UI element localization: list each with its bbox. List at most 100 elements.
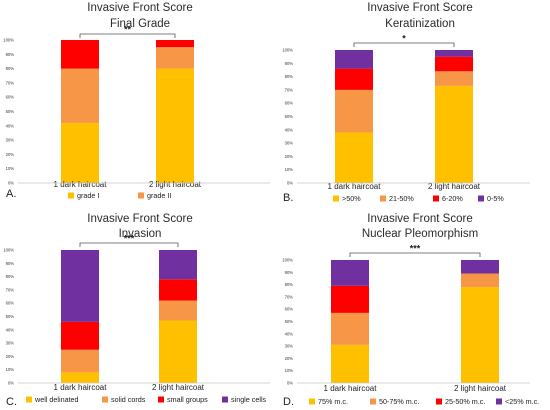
chart-panel-3: Invasive Front Score Invasion 0% 10% 20% 30% 4… <box>3 213 270 408</box>
y-tick-label: 20% <box>6 152 15 157</box>
bar-segment <box>435 71 473 86</box>
category-label: 2 light haircoat <box>149 180 202 189</box>
y-tick-label: 90% <box>285 270 294 275</box>
y-tick-label: 40% <box>285 127 294 132</box>
y-tick-label: 60% <box>285 307 294 312</box>
y-tick-label: 20% <box>6 354 15 359</box>
y-tick-label: 50% <box>285 319 294 324</box>
y-tick-label: 70% <box>285 87 294 92</box>
y-tick-label: 10% <box>6 367 15 372</box>
legend-entry: <25% m.c. <box>505 397 539 406</box>
legend-swatch <box>333 195 339 202</box>
y-tick-label: 50% <box>6 109 15 114</box>
significance-label: ** <box>124 25 132 35</box>
legend-swatch <box>370 398 376 405</box>
legend-entry: 25-50% m.c. <box>445 397 485 406</box>
legend-swatch <box>380 195 386 202</box>
chart-title: Invasive Front Score <box>367 2 472 14</box>
legend-swatch <box>158 396 164 403</box>
bar-segment <box>461 260 499 274</box>
y-tick-label: 10% <box>6 166 15 171</box>
y-tick-label: 10% <box>285 167 294 172</box>
legend-entry: solid cords <box>111 395 146 404</box>
legend-entry: small groups <box>167 395 208 404</box>
y-tick-label: 90% <box>6 261 15 266</box>
bar-segment <box>159 250 197 280</box>
bar-segment <box>335 50 373 69</box>
bar-segment <box>335 68 373 90</box>
category-label: 1 dark haircoat <box>54 383 108 392</box>
legend-swatch <box>102 396 108 403</box>
legend-swatch <box>433 195 439 202</box>
panel-label: B. <box>283 192 293 204</box>
category-label: 1 dark haircoat <box>324 384 378 393</box>
y-tick-label: 40% <box>6 123 15 128</box>
legend-entry: 0-5% <box>487 194 504 203</box>
significance-bracket <box>349 252 481 257</box>
legend-entry: 21-50% <box>389 194 414 203</box>
legend-entry: >50% <box>342 194 361 203</box>
legend-entry: 50-75% m.c. <box>379 397 419 406</box>
category-label: 1 dark haircoat <box>54 180 108 189</box>
bar-segment <box>61 68 99 123</box>
y-tick-label: 40% <box>285 331 294 336</box>
legend-entry: grade I <box>77 191 99 200</box>
bar-segment <box>61 250 99 322</box>
y-tick-label: 70% <box>285 294 294 299</box>
y-tick-label: 0% <box>287 181 293 186</box>
bar-segment <box>335 89 373 133</box>
bar-segment <box>331 312 369 345</box>
bar-segment <box>159 279 197 301</box>
y-tick-label: 20% <box>285 154 294 159</box>
legend-swatch <box>309 398 315 405</box>
y-tick-label: 0% <box>8 381 14 386</box>
legend-swatch <box>26 396 32 403</box>
y-tick-label: 30% <box>6 138 15 143</box>
bar-segment <box>461 273 499 288</box>
chart-subtitle: Invasion <box>119 228 162 240</box>
chart-title: Invasive Front Score <box>367 213 472 225</box>
y-tick-label: 0% <box>8 181 14 186</box>
y-tick-label: 10% <box>285 368 294 373</box>
y-tick-label: 100% <box>3 38 14 43</box>
bar-segment <box>156 40 194 48</box>
chart-panel-4: Invasive Front Score Nuclear Pleomorphism… <box>282 213 539 408</box>
y-tick-label: 60% <box>285 101 294 106</box>
panel-label: A. <box>6 188 16 200</box>
y-tick-label: 60% <box>6 95 15 100</box>
significance-label: * <box>402 34 406 44</box>
bar-segment <box>159 300 197 321</box>
y-tick-label: 30% <box>285 141 294 146</box>
bar-segment <box>435 50 473 57</box>
category-label: 2 light haircoat <box>152 383 205 392</box>
legend-swatch <box>436 398 442 405</box>
chart-panel-1: Invasive Front Score Final Grade 0% 10% 20% 3… <box>3 2 270 200</box>
y-tick-label: 20% <box>285 356 294 361</box>
y-tick-label: 100% <box>3 248 14 253</box>
y-tick-label: 0% <box>287 381 293 386</box>
chart-title: Invasive Front Score <box>87 213 192 225</box>
bar-segment <box>331 344 369 383</box>
y-tick-label: 70% <box>6 80 15 85</box>
legend-swatch <box>222 396 228 403</box>
y-tick-label: 90% <box>6 52 15 57</box>
significance-bracket <box>79 33 176 38</box>
y-tick-label: 70% <box>6 287 15 292</box>
legend-entry: single cells <box>231 395 267 404</box>
significance-bracket <box>79 242 179 247</box>
bar-segment <box>61 372 99 383</box>
panel-label: C. <box>6 396 17 408</box>
y-tick-label: 80% <box>285 74 294 79</box>
bar-segment <box>61 40 99 69</box>
legend-entry: 6-20% <box>442 194 463 203</box>
significance-label: *** <box>410 244 421 254</box>
legend-swatch <box>478 195 484 202</box>
category-label: 2 light haircoat <box>428 182 481 191</box>
legend-entry: 75% m.c. <box>318 397 348 406</box>
y-tick-label: 60% <box>6 301 15 306</box>
bar-segment <box>156 47 194 69</box>
y-tick-label: 100% <box>282 48 293 53</box>
bar-segment <box>331 260 369 286</box>
legend-swatch <box>496 398 502 405</box>
bar-segment <box>435 85 473 183</box>
